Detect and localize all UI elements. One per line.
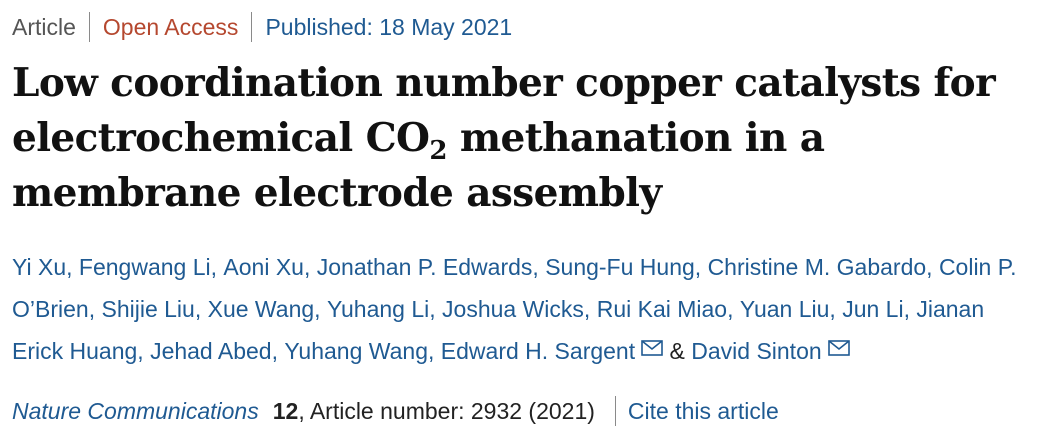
author-link[interactable]: Jehad Abed <box>150 338 272 364</box>
author-link[interactable]: Christine M. Gabardo <box>707 254 927 280</box>
author-link[interactable]: Joshua Wicks <box>442 296 584 322</box>
cite-this-article-link[interactable]: Cite this article <box>627 398 779 424</box>
author-separator: , <box>428 338 441 364</box>
author-item: Jonathan P. Edwards, <box>317 254 545 280</box>
author-link[interactable]: Yuhang Li <box>326 296 430 322</box>
author-separator: , <box>210 254 224 280</box>
author-link[interactable]: Fengwang Li <box>78 254 211 280</box>
author-item: Fengwang Li, <box>79 254 223 280</box>
author-item: Joshua Wicks, <box>442 296 597 322</box>
author-link[interactable]: Shijie Liu <box>101 296 195 322</box>
author-separator: , <box>694 254 708 280</box>
author-link[interactable]: Jianan Erick Huang <box>12 296 985 364</box>
author-item: Jehad Abed, <box>150 338 284 364</box>
author-separator: , <box>926 254 939 280</box>
author-separator: , <box>88 296 102 322</box>
author-item: Rui Kai Miao, <box>597 296 740 322</box>
title-text-start: Low coordination number copper catalysts… <box>12 60 996 161</box>
author-separator: , <box>271 338 285 364</box>
author-item: Sung-Fu Hung, <box>545 254 707 280</box>
author-separator: , <box>66 254 79 280</box>
author-list: Yi Xu, Fengwang Li, Aoni Xu, Jonathan P.… <box>12 246 1036 372</box>
author-separator: , <box>829 296 843 322</box>
citation-divider <box>614 396 616 426</box>
author-link[interactable]: Xue Wang <box>207 296 315 322</box>
author-item: Yi Xu, <box>12 254 79 280</box>
meta-divider <box>251 12 253 42</box>
author-item: Christine M. Gabardo, <box>708 254 939 280</box>
author-item: Yuan Liu, <box>740 296 842 322</box>
author-link[interactable]: David Sinton <box>691 338 822 364</box>
author-link[interactable]: Edward H. Sargent <box>440 338 636 364</box>
author-link[interactable]: Yi Xu <box>12 254 67 280</box>
author-separator: , <box>429 296 443 322</box>
mail-icon[interactable] <box>827 340 850 356</box>
open-access-label: Open Access <box>102 14 239 40</box>
author-item: David Sinton <box>691 338 850 364</box>
author-item: Colin P. O’Brien, <box>12 254 1017 322</box>
author-link[interactable]: Rui Kai Miao <box>596 296 728 322</box>
author-link[interactable]: Yuhang Wang <box>284 338 429 364</box>
author-item: Jianan Erick Huang, <box>12 296 984 364</box>
published-date: Published: 18 May 2021 <box>265 14 513 40</box>
author-separator: , <box>903 296 917 322</box>
author-item: Jun Li, <box>842 296 916 322</box>
author-item: Edward H. Sargent & <box>441 338 691 364</box>
author-separator: , <box>137 338 151 364</box>
author-separator: , <box>532 254 546 280</box>
journal-volume: 12 <box>272 398 299 424</box>
author-link[interactable]: Yuan Liu <box>739 296 830 322</box>
author-separator: , <box>314 296 327 322</box>
author-separator: , <box>583 296 597 322</box>
author-item: Yuhang Wang, <box>284 338 440 364</box>
citation-details: , Article number: 2932 (2021) <box>298 398 595 424</box>
author-ampersand: & <box>669 338 685 364</box>
author-link[interactable]: Colin P. O’Brien <box>12 254 1017 322</box>
article-type: Article <box>12 14 76 40</box>
author-link[interactable]: Sung-Fu Hung <box>545 254 695 280</box>
author-item: Yuhang Li, <box>327 296 442 322</box>
author-link[interactable]: Aoni Xu <box>223 254 304 280</box>
title-subscript: 2 <box>429 136 447 166</box>
journal-link[interactable]: Nature Communications <box>12 398 259 424</box>
author-item: Aoni Xu, <box>223 254 316 280</box>
author-link[interactable]: Jun Li <box>842 296 904 322</box>
author-item: Shijie Liu, <box>101 296 207 322</box>
author-link[interactable]: Jonathan P. Edwards <box>316 254 533 280</box>
article-meta: Article Open Access Published: 18 May 20… <box>12 10 512 44</box>
citation-row: Nature Communications 12 , Article numbe… <box>12 394 779 428</box>
title-text-end: methanation in a membrane electrode asse… <box>12 115 825 216</box>
mail-icon[interactable] <box>641 340 663 356</box>
author-separator: , <box>303 254 317 280</box>
author-separator: , <box>194 296 208 322</box>
author-item: Xue Wang, <box>208 296 327 322</box>
article-title: Low coordination number copper catalysts… <box>12 56 1036 221</box>
author-separator: , <box>727 296 740 322</box>
meta-divider <box>88 12 90 42</box>
